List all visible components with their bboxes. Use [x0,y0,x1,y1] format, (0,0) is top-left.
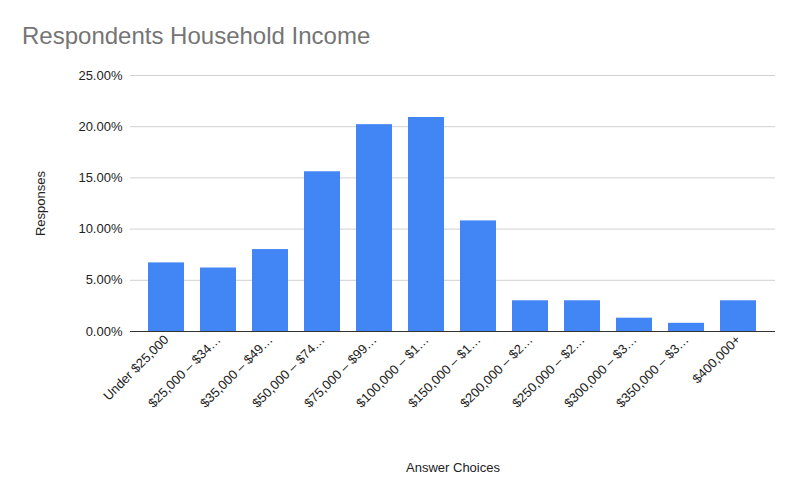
svg-text:$35,000 – $49…: $35,000 – $49… [197,332,276,411]
svg-text:$300,000 – $3…: $300,000 – $3… [561,332,640,411]
svg-text:20.00%: 20.00% [78,119,123,134]
svg-text:Under $25,000: Under $25,000 [100,332,172,404]
svg-text:$75,000 – $99…: $75,000 – $99… [301,332,380,411]
svg-text:Responses: Responses [33,170,48,236]
svg-text:$400,000+: $400,000+ [689,332,743,386]
svg-text:5.00%: 5.00% [86,272,123,287]
svg-text:10.00%: 10.00% [78,221,123,236]
svg-text:$150,000 – $1…: $150,000 – $1… [405,332,484,411]
svg-text:0.00%: 0.00% [86,324,123,339]
svg-text:$50,000 – $74…: $50,000 – $74… [249,332,328,411]
svg-text:$350,000 – $3…: $350,000 – $3… [613,332,692,411]
svg-text:$200,000 – $2…: $200,000 – $2… [457,332,536,411]
svg-text:$25,000 – $34…: $25,000 – $34… [145,332,224,411]
html-text:Respondents Household Income: Respondents Household Income [22,22,371,49]
svg-text:$100,000 – $1…: $100,000 – $1… [353,332,432,411]
svg-text:$250,000 – $2…: $250,000 – $2… [509,332,588,411]
svg-text:15.00%: 15.00% [78,170,123,185]
svg-text:25.00%: 25.00% [78,68,123,83]
svg-text:Answer Choices: Answer Choices [406,460,500,475]
